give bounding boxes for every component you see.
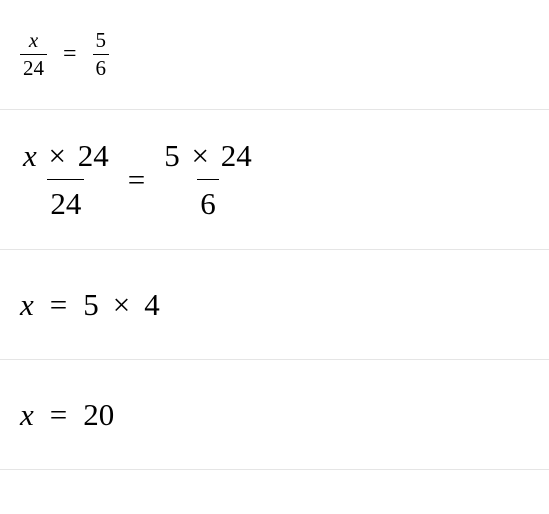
step-3: x = 5 × 4 — [0, 250, 549, 360]
numerator: x — [26, 28, 41, 54]
fraction-left-2: x × 24 24 — [20, 134, 112, 226]
denominator: 6 — [93, 54, 110, 81]
fraction-right-1: 5 6 — [93, 28, 110, 81]
numerator: x × 24 — [20, 134, 112, 179]
denominator: 6 — [197, 179, 219, 225]
equals-sign: = — [128, 162, 145, 198]
equation-3: x = 5 × 4 — [20, 287, 160, 323]
numerator: 5 × 24 — [161, 134, 254, 179]
fraction-right-2: 5 × 24 6 — [161, 134, 254, 226]
value-a: 5 — [83, 287, 99, 323]
step-2: x × 24 24 = 5 × 24 6 — [0, 110, 549, 250]
times-sign: × — [113, 287, 130, 323]
denominator: 24 — [20, 54, 47, 81]
step-1: x 24 = 5 6 — [0, 0, 549, 110]
equation-2: x × 24 24 = 5 × 24 6 — [20, 134, 255, 226]
equals-sign: = — [50, 287, 67, 323]
variable: x — [20, 287, 34, 323]
result-value: 20 — [83, 397, 114, 433]
equals-sign: = — [63, 41, 77, 68]
fraction-left-1: x 24 — [20, 28, 47, 81]
variable: x — [20, 397, 34, 433]
denominator: 24 — [47, 179, 84, 225]
step-4: x = 20 — [0, 360, 549, 470]
equation-4: x = 20 — [20, 397, 114, 433]
numerator: 5 — [93, 28, 110, 54]
equals-sign: = — [50, 397, 67, 433]
equation-1: x 24 = 5 6 — [20, 28, 109, 81]
value-b: 4 — [144, 287, 160, 323]
